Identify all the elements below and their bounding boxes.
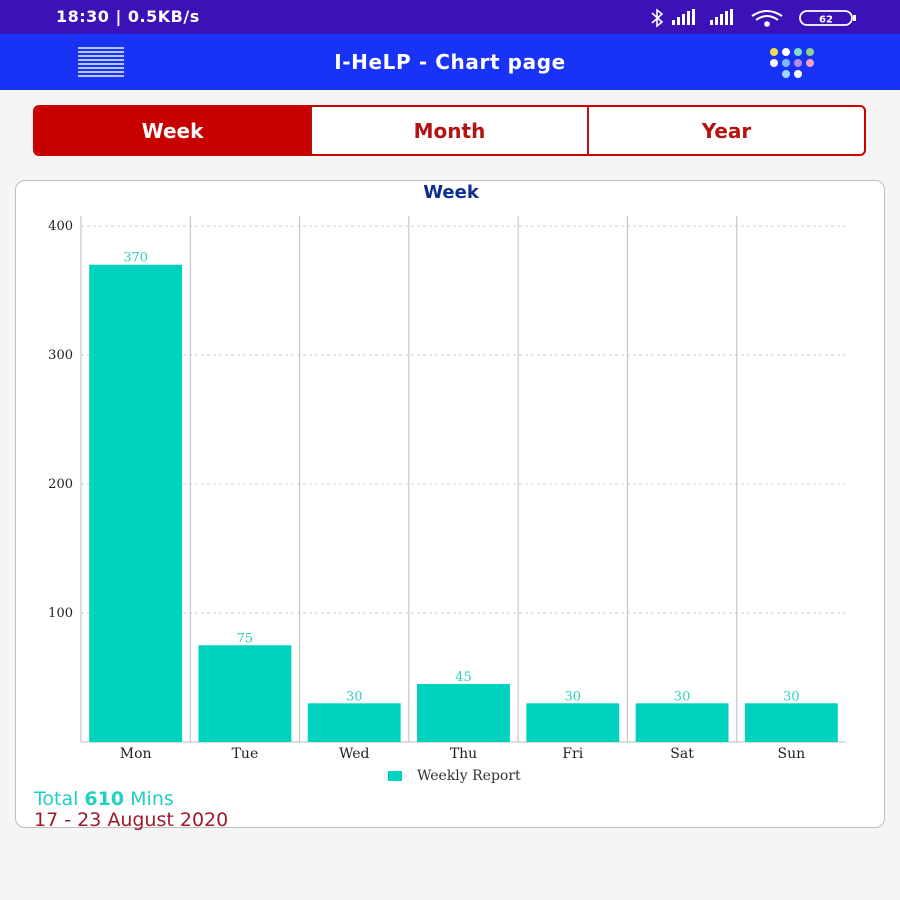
chart-title: Week (423, 182, 480, 203)
bar-wed (307, 703, 401, 742)
y-tick-label: 300 (48, 348, 73, 363)
bluetooth-icon (651, 8, 664, 28)
bar-mon (89, 264, 183, 742)
x-tick-label: Sun (778, 746, 806, 762)
status-icons: 62 (651, 8, 856, 28)
legend-swatch (388, 771, 402, 781)
bar-value-label: 75 (237, 631, 254, 646)
bar-value-label: 45 (455, 670, 472, 685)
bar-tue (198, 645, 292, 742)
status-bar: 18:30 | 0.5KB/s 62 (0, 0, 900, 34)
chart-legend: Weekly Report (388, 768, 521, 784)
app-title: I-HeLP - Chart page (334, 50, 566, 74)
bar-thu (417, 683, 510, 742)
total-suffix: Mins (130, 788, 174, 810)
bar-sun (744, 703, 838, 742)
colored-dots-grid-icon[interactable] (766, 46, 822, 78)
y-tick-label: 100 (48, 606, 73, 621)
signal-icon (710, 9, 733, 25)
hamburger-menu-icon[interactable] (78, 46, 124, 78)
legend-label: Weekly Report (417, 768, 521, 784)
bar-fri (526, 703, 620, 742)
x-tick-label: Fri (562, 746, 583, 762)
total-prefix: Total (34, 788, 79, 810)
battery-level: 62 (819, 15, 833, 26)
x-tick-label: Tue (232, 746, 259, 762)
tab-month[interactable]: Month (312, 107, 589, 154)
x-tick-label: Thu (450, 746, 477, 762)
bar-value-label: 30 (346, 689, 363, 704)
total-minutes: Total 610 Mins (34, 788, 174, 810)
y-tick-label: 400 (48, 219, 73, 234)
x-tick-label: Mon (120, 746, 152, 762)
battery-icon: 62 (799, 10, 856, 26)
signal-icon (672, 9, 695, 25)
date-range: 17 - 23 August 2020 (34, 809, 229, 831)
period-tabs: Week Month Year (33, 105, 866, 156)
weekly-bar-chart: Week 100 200 300 400 370 Mon 75 Tue 30 Wed 45 Thu 30… (48, 182, 846, 784)
total-value: 610 (84, 788, 125, 810)
tab-year[interactable]: Year (701, 118, 752, 143)
x-tick-label: Wed (339, 746, 370, 762)
tab-week[interactable]: Week (35, 107, 312, 154)
y-tick-label: 200 (48, 477, 73, 492)
wifi-icon (751, 10, 783, 27)
chart-card: Week 100 200 300 400 370 Mon 75 Tue 30 Wed 45 Thu 30… (15, 180, 885, 831)
bar-value-label: 30 (783, 689, 800, 704)
bar-value-label: 30 (565, 689, 582, 704)
status-time: 18:30 | 0.5KB/s (56, 7, 200, 26)
bar-sat (635, 703, 729, 742)
bar-value-label: 370 (123, 251, 148, 266)
app-bar: I-HeLP - Chart page (0, 34, 900, 90)
bar-value-label: 30 (674, 689, 691, 704)
x-tick-label: Sat (670, 746, 694, 762)
